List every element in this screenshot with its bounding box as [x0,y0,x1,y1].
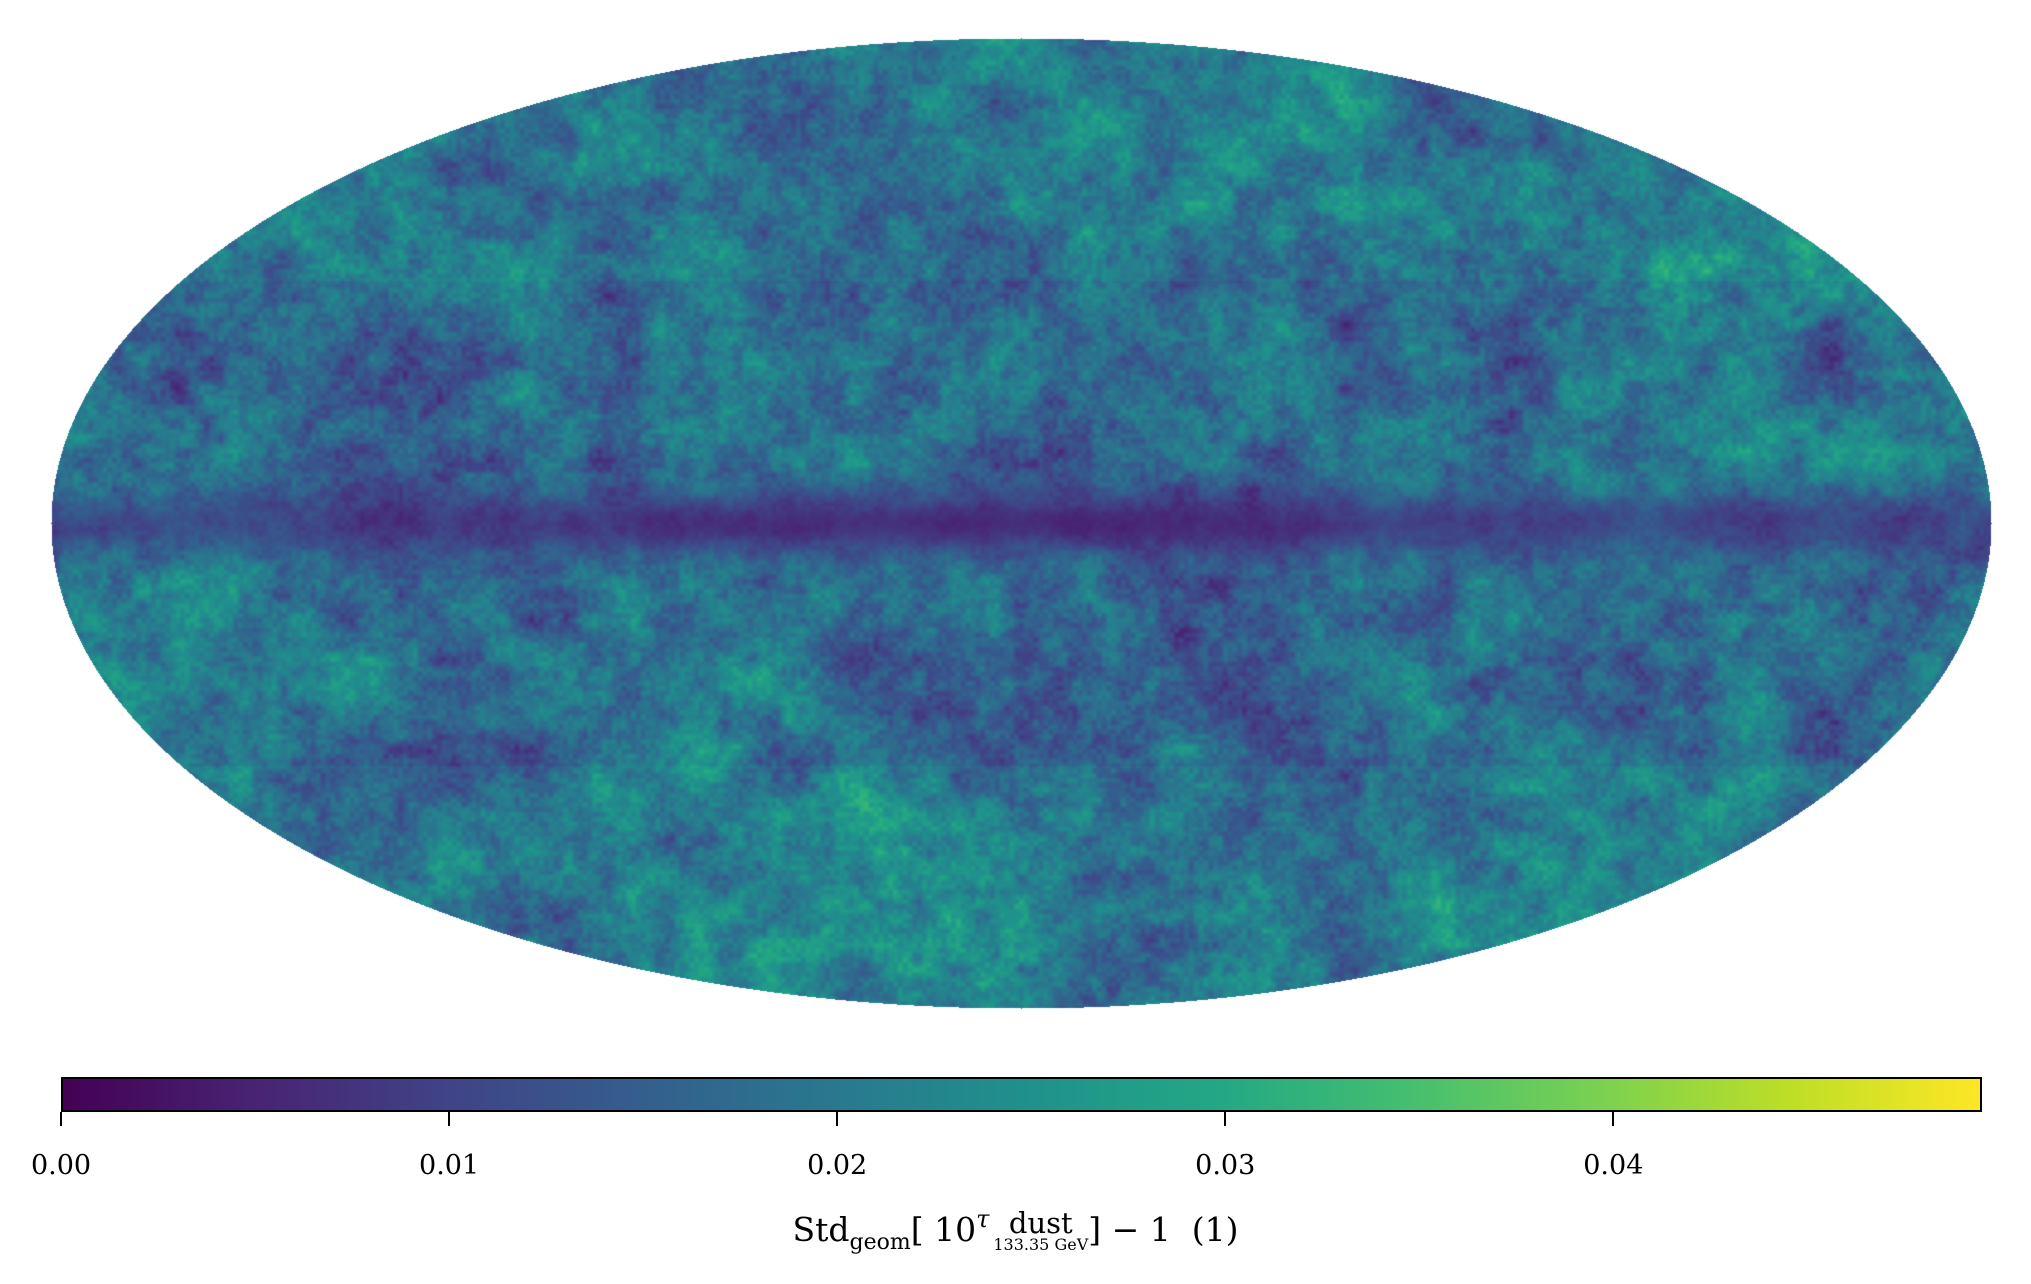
label-exponent-super: dust [1008,1206,1073,1240]
label-main-sub: geom [849,1230,911,1255]
label-unit: (1) [1191,1210,1239,1249]
colorbar-tick [448,1112,451,1126]
label-exponent: τ [976,1205,990,1233]
colorbar-tick-label: 0.00 [30,1150,92,1181]
colorbar [61,1077,1982,1112]
colorbar-tick-label: 0.04 [1583,1150,1644,1181]
label-exponent-sub: 133.35 GeV [993,1235,1089,1254]
colorbar-tick [1612,1112,1615,1126]
colorbar-tick [1224,1112,1227,1126]
colorbar-tick-label: 0.03 [1195,1150,1256,1181]
colorbar-tick [60,1112,62,1126]
label-suffix: − 1 [1111,1210,1171,1249]
label-main: Std [792,1210,850,1249]
colorbar-tick-label: 0.01 [419,1150,480,1181]
colorbar-tick [836,1112,839,1126]
colorbar-tick-label: 0.02 [807,1150,868,1181]
mollweide-sky-map [0,0,2031,1060]
label-base: 10 [934,1210,977,1249]
colorbar-label: Stdgeom[ 10τ dust 133.35 GeV] − 1 (1) [792,1205,1239,1255]
